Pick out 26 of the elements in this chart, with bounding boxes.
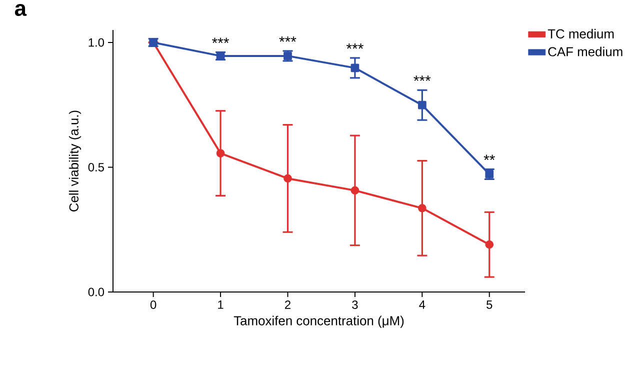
x-axis-title: Tamoxifen concentration (μM)	[234, 316, 404, 328]
x-tick-label: 1	[218, 300, 224, 309]
x-tick-label: 0	[150, 300, 156, 309]
point	[418, 204, 426, 212]
y-axis-title: Cell viability (a.u.)	[68, 110, 82, 212]
x-tick-label: 3	[352, 300, 358, 309]
annotation: ***	[212, 38, 230, 43]
legend-label: TC medium	[548, 28, 614, 38]
x-tick-label: 2	[285, 300, 290, 309]
point	[350, 186, 360, 195]
y-tick-label: 0.0	[88, 288, 104, 296]
legend-label: CAF medium	[548, 46, 622, 56]
x-tick-label: 4	[419, 300, 426, 309]
point	[284, 174, 292, 183]
point	[216, 149, 225, 158]
point	[418, 100, 426, 110]
annotation: ***	[414, 76, 431, 81]
point	[350, 64, 360, 72]
annotation: ***	[346, 43, 364, 49]
annotation: **	[484, 154, 495, 160]
text: a	[14, 4, 27, 16]
y-tick-label: 0.5	[88, 163, 104, 172]
y-tick-label: 1.0	[88, 38, 104, 47]
point	[485, 240, 494, 249]
x-tick-label: 5	[486, 300, 492, 309]
annotation: ***	[279, 36, 296, 42]
